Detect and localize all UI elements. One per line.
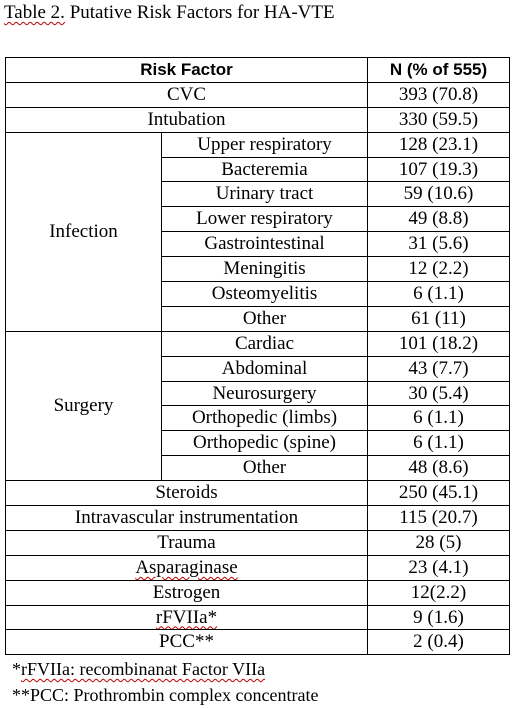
subfactor-label: Osteomyelitis [161,281,368,307]
infection-group-label: Infection [5,131,162,332]
count-value: 31 (5.6) [367,231,510,258]
table-caption: Table 2. Putative Risk Factors for HA-VT… [4,2,335,24]
table-row: Meningitis 12 (2.2) [6,256,510,283]
table-row: Gastrointestinal 31 (5.6) [6,231,510,258]
subfactor-label: Neurosurgery [161,380,368,407]
subfactor-label: Upper respiratory [161,131,368,158]
count-value: 30 (5.4) [367,380,510,407]
count-value: 49 (8.8) [367,206,510,233]
table-row: Intravascular instrumentation 115 (20.7) [5,505,510,531]
subfactor-label: Lower respiratory [161,206,368,233]
table-row: Urinary tract 59 (10.6) [6,181,510,208]
count-value: 12 (2.2) [367,256,510,283]
table-row: CVC 393 (70.8) [5,81,510,108]
count-value: 2 (0.4) [367,629,510,656]
risk-factor-label: Estrogen [5,579,368,606]
risk-factor-label: Trauma [5,529,368,556]
subfactor-label: Abdominal [161,355,368,382]
count-value: 115 (20.7) [367,505,510,531]
count-value: 12(2.2) [367,579,510,606]
table-caption-text: Putative Risk Factors for HA-VTE [64,2,335,23]
table-row: Other 61 (11) [6,305,510,332]
count-value: 6 (1.1) [367,405,510,432]
count-value: 101 (18.2) [367,330,510,357]
count-value: 128 (23.1) [367,131,510,158]
count-value: 330 (59.5) [367,106,510,133]
count-value: 59 (10.6) [367,181,510,208]
subfactor-label: Gastrointestinal [161,231,368,258]
surgery-group-label: Surgery [5,330,162,482]
risk-factor-header: Risk Factor [5,57,368,83]
table-row: Orthopedic (limbs) 6 (1.1) [6,405,510,432]
table-row: Estrogen 12(2.2) [5,579,510,606]
risk-factor-label: Intubation [5,106,368,133]
footnote-rfviia-text: rFVIIa: recombinanat Factor VIIa [21,659,266,679]
table-row: Trauma 28 (5) [5,529,510,556]
risk-factor-label: CVC [5,81,368,108]
risk-factor-label: rFVIIa* [155,606,218,628]
subfactor-label: Bacteremia [161,156,368,183]
count-value: 61 (11) [367,305,510,332]
subfactor-label: Meningitis [161,256,368,283]
risk-factor-table: Risk Factor N (% of 555) CVC 393 (70.8) … [5,57,510,656]
table-row: Steroids 250 (45.1) [5,480,510,507]
count-value: 48 (8.6) [367,455,510,482]
subfactor-label: Orthopedic (spine) [161,430,368,457]
table-row: Bacteremia 107 (19.3) [6,156,510,183]
table-row: Surgery Cardiac 101 (18.2) [5,330,510,482]
table-row: Abdominal 43 (7.7) [6,355,510,382]
count-value: 9 (1.6) [367,604,510,631]
table-row: Asparaginase 23 (4.1) [5,554,510,581]
count-value: 28 (5) [367,529,510,556]
count-header: N (% of 555) [367,57,510,83]
subfactor-label: Other [161,455,368,482]
count-value: 250 (45.1) [367,480,510,507]
table-row: Other 48 (8.6) [6,455,510,482]
footnote-marker: * [12,659,21,679]
count-value: 23 (4.1) [367,554,510,581]
table-row: Intubation 330 (59.5) [5,106,510,133]
table-row: Osteomyelitis 6 (1.1) [6,281,510,307]
table-row: Orthopedic (spine) 6 (1.1) [6,430,510,457]
count-value: 6 (1.1) [367,281,510,307]
table-row: rFVIIa* 9 (1.6) [5,604,510,631]
count-value: 107 (19.3) [367,156,510,183]
count-value: 43 (7.7) [367,355,510,382]
footnotes: *rFVIIa: recombinanat Factor VIIa **PCC:… [12,656,318,708]
table-caption-number: Table 2. [4,2,65,23]
count-value: 393 (70.8) [367,81,510,108]
table-row: Lower respiratory 49 (8.8) [6,206,510,233]
risk-factor-label: Steroids [5,480,368,507]
risk-factor-label: Intravascular instrumentation [5,505,368,531]
footnote-pcc: **PCC: Prothrombin complex concentrate [12,685,319,705]
table-row: Neurosurgery 30 (5.4) [6,380,510,407]
header-row: Risk Factor N (% of 555) [5,57,510,83]
risk-factor-label: Asparaginase [135,556,238,578]
subfactor-label: Cardiac [161,330,368,357]
risk-factor-label: PCC** [5,629,368,656]
footnote-rfviia: *rFVIIa: recombinanat Factor VIIa [12,656,318,682]
table-row: Infection Upper respiratory 128 (23.1) [5,131,510,332]
subfactor-label: Urinary tract [161,181,368,208]
table-row: PCC** 2 (0.4) [5,629,510,656]
count-value: 6 (1.1) [367,430,510,457]
subfactor-label: Orthopedic (limbs) [161,405,368,432]
subfactor-label: Other [161,305,368,332]
